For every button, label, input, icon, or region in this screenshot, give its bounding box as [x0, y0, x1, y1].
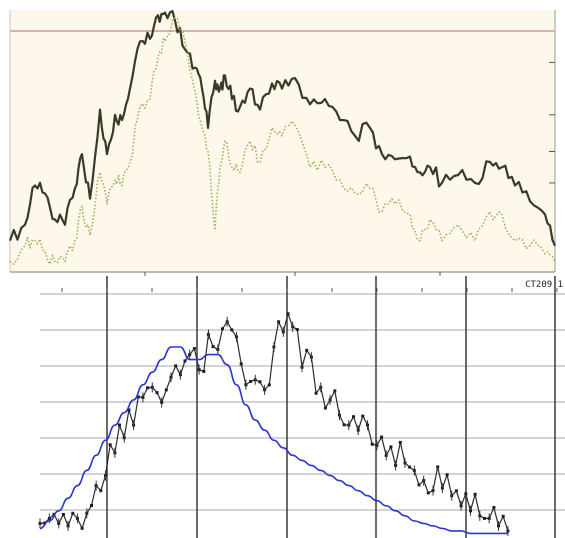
bottom-data-point — [155, 391, 159, 395]
bottom-data-point — [267, 383, 271, 387]
bottom-data-point — [230, 328, 234, 332]
bottom-series-group — [38, 311, 510, 536]
bottom-data-point — [352, 415, 355, 419]
bottom-data-point — [314, 391, 318, 395]
bottom-data-point — [249, 379, 253, 383]
bottom-data-point — [183, 359, 187, 363]
bottom-data-point — [202, 369, 206, 373]
bottom-data-point — [380, 435, 384, 439]
bottom-data-point — [454, 489, 458, 493]
bottom-data-point — [118, 423, 121, 427]
bottom-data-point — [501, 514, 505, 518]
bottom-data-point — [164, 388, 168, 392]
bottom-data-point — [333, 389, 337, 393]
bottom-data-point — [221, 327, 224, 331]
bottom-data-point — [277, 320, 281, 324]
bottom-smooth-curve — [39, 346, 508, 535]
bottom-data-point — [43, 521, 47, 525]
bottom-data-point — [398, 440, 402, 444]
bottom-line-chart — [38, 276, 565, 538]
bottom-data-point — [99, 489, 103, 493]
bottom-data-point — [370, 442, 374, 446]
top-line-chart: CT209 1 — [8, 10, 563, 290]
bottom-data-point — [71, 511, 75, 515]
bottom-data-point — [211, 345, 215, 349]
bottom-data-point — [389, 445, 393, 449]
bottom-data-point — [90, 504, 93, 507]
bottom-data-point — [305, 348, 309, 352]
bottom-data-point — [286, 312, 290, 316]
top-series-line-1 — [8, 10, 557, 247]
bottom-data-point — [136, 395, 140, 399]
bottom-data-point — [417, 483, 421, 487]
bottom-data-point — [80, 526, 84, 530]
bottom-data-point — [192, 347, 196, 351]
bottom-data-point — [239, 362, 243, 366]
bottom-data-point — [323, 406, 327, 410]
bottom-data-point — [61, 513, 65, 516]
top-axis-ticks — [144, 61, 555, 276]
bottom-data-point — [127, 408, 131, 412]
bottom-data-point — [361, 414, 365, 418]
bottom-data-point — [295, 328, 299, 331]
bottom-data-point — [436, 465, 440, 469]
top-series-group — [8, 10, 557, 265]
bottom-grid — [40, 276, 565, 538]
bottom-data-point — [108, 443, 112, 447]
bottom-data-point — [174, 364, 178, 368]
bottom-data-point — [445, 473, 449, 477]
bottom-data-point — [492, 506, 496, 509]
chart-annotation-label: CT209 1 — [525, 280, 563, 290]
top-plot-background — [10, 10, 555, 272]
bottom-data-point — [258, 380, 262, 384]
bottom-data-point — [473, 492, 477, 496]
bottom-data-point — [146, 386, 150, 390]
bottom-data-point — [483, 516, 486, 520]
top-series-line-2 — [9, 17, 556, 265]
bottom-data-point — [426, 491, 430, 495]
bottom-data-point — [342, 423, 346, 427]
bottom-data-point — [464, 492, 468, 496]
bottom-data-point — [408, 465, 412, 469]
